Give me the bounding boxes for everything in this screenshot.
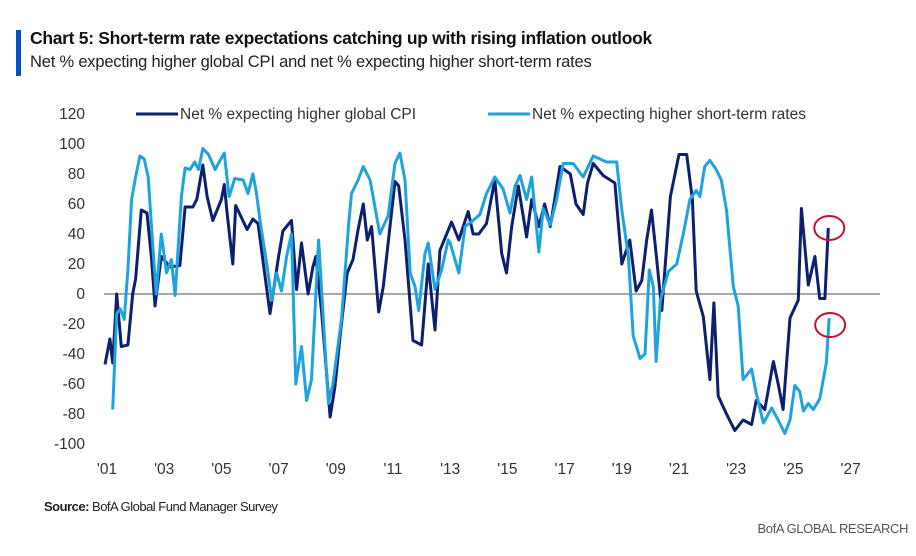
rates-series-line: [111, 147, 831, 435]
y-tick-label: 80: [68, 166, 86, 183]
brand-label: BofA GLOBAL RESEARCH: [757, 521, 909, 536]
y-tick-label: -80: [63, 406, 86, 423]
y-tick-label: 100: [59, 136, 85, 153]
source-note: Source: BofA Global Fund Manager Survey: [44, 499, 278, 514]
x-axis-ticks: '01 '03 '05 '07 '09 '11 '13 '15 '17 '19 '21 '23 '25 '…: [97, 461, 861, 478]
y-tick-label: -40: [63, 346, 86, 363]
x-tick-label: '21: [669, 461, 689, 478]
chart-subtitle: Net % expecting higher global CPI and ne…: [30, 53, 592, 71]
x-tick-label: '01: [97, 461, 117, 478]
series-lines: [103, 147, 831, 435]
legend-label: Net % expecting higher short-term rates: [532, 106, 806, 123]
x-tick-label: '13: [440, 461, 460, 478]
x-tick-label: '23: [726, 461, 746, 478]
legend-label: Net % expecting higher global CPI: [180, 106, 416, 123]
x-tick-label: '15: [497, 461, 517, 478]
legend: Net % expecting higher global CPI Net % e…: [136, 106, 806, 123]
source-label: Source:: [44, 499, 89, 514]
x-tick-label: '09: [326, 461, 346, 478]
x-tick-label: '19: [612, 461, 632, 478]
cpi-series-line: [103, 153, 830, 432]
highlight-circle: [814, 312, 847, 338]
x-tick-label: '05: [211, 461, 231, 478]
y-tick-label: 0: [76, 286, 85, 303]
chart-title: Chart 5: Short-term rate expectations ca…: [30, 28, 652, 48]
y-tick-label: 120: [59, 106, 85, 123]
y-tick-label: 20: [68, 256, 86, 273]
y-tick-label: 40: [68, 226, 86, 243]
accent-bar: [16, 30, 21, 76]
y-tick-label: -60: [63, 376, 86, 393]
y-tick-label: -20: [63, 316, 86, 333]
x-tick-label: '25: [783, 461, 803, 478]
y-axis-ticks: 120 100 80 60 40 20 0 -20 -40 -60 -80 -100: [54, 106, 85, 453]
x-tick-label: '27: [840, 461, 860, 478]
x-tick-label: '07: [268, 461, 288, 478]
source-text: BofA Global Fund Manager Survey: [92, 499, 278, 514]
x-tick-label: '11: [383, 461, 402, 478]
annotations: [813, 215, 847, 338]
y-tick-label: -100: [54, 436, 85, 453]
highlight-circle: [813, 215, 846, 241]
x-tick-label: '17: [554, 461, 574, 478]
x-tick-label: '03: [154, 461, 174, 478]
y-tick-label: 60: [68, 196, 86, 213]
